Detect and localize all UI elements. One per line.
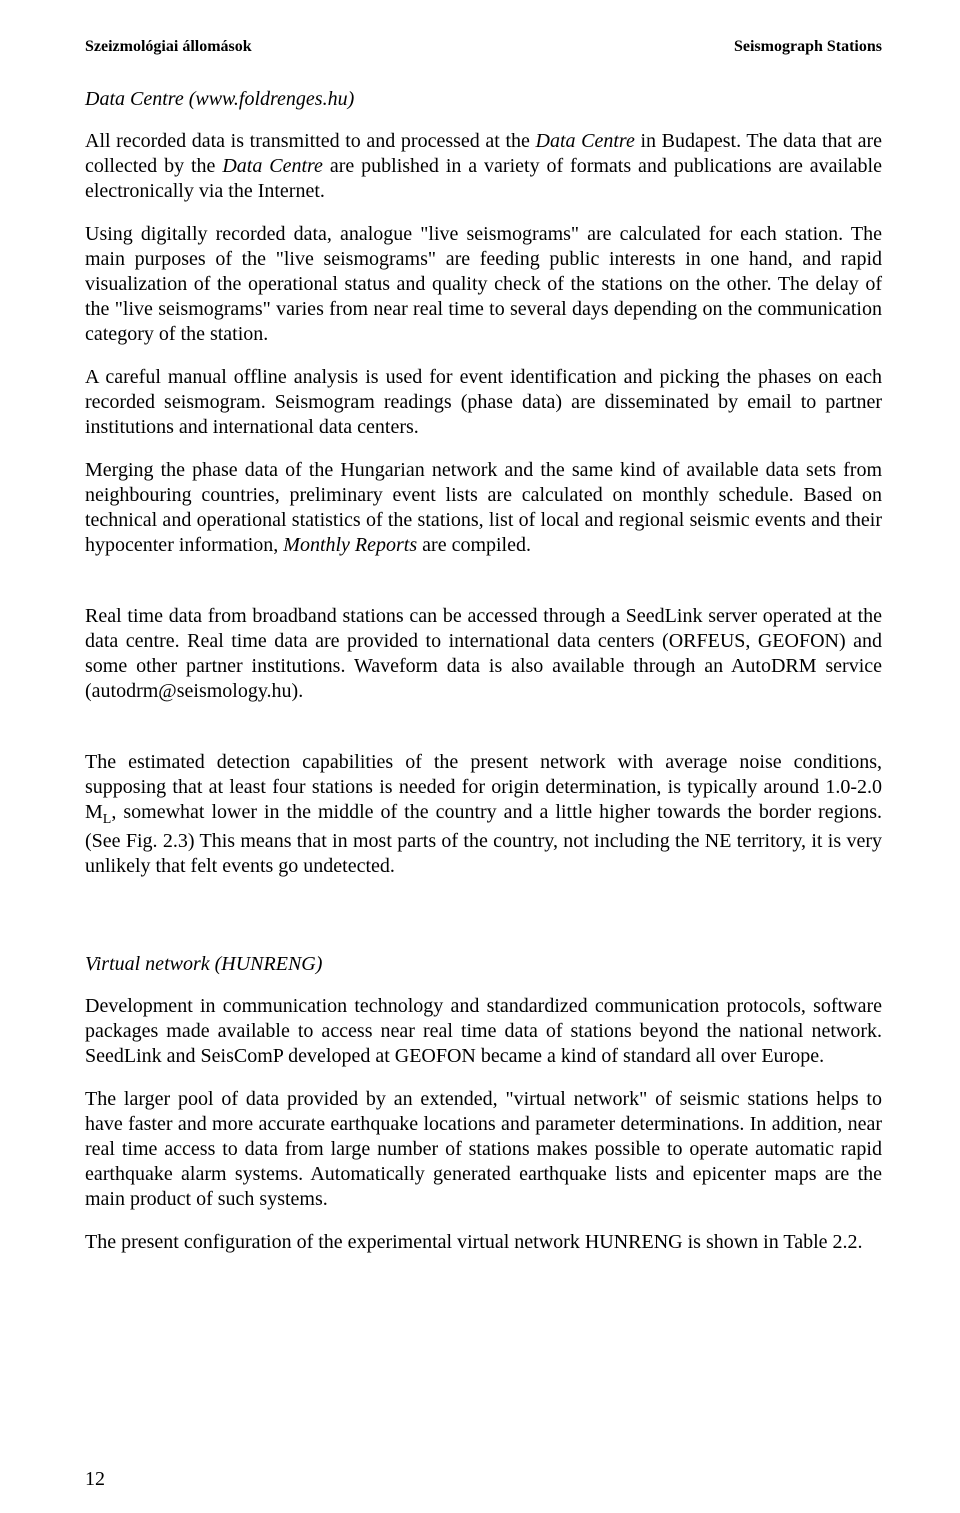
text-span: All recorded data is transmitted to and …	[85, 130, 536, 152]
paragraph-9: The present configuration of the experim…	[85, 1230, 882, 1255]
paragraph-4: Merging the phase data of the Hungarian …	[85, 458, 882, 558]
paragraph-7: Development in communication technology …	[85, 994, 882, 1069]
header-right: Seismograph Stations	[734, 38, 882, 56]
paragraph-2: Using digitally recorded data, analogue …	[85, 222, 882, 347]
text-italic: Data Centre	[536, 130, 635, 152]
section-title-virtual-network: Virtual network (HUNRENG)	[85, 953, 882, 976]
text-span: RENG)	[264, 953, 323, 975]
text-span: are compiled.	[417, 534, 531, 556]
text-span: The present configuration of the experim…	[85, 1231, 585, 1253]
paragraph-1: All recorded data is transmitted to and …	[85, 129, 882, 204]
paragraph-5: Real time data from broadband stations c…	[85, 604, 882, 704]
section-title-data-centre: Data Centre (www.foldrenges.hu)	[85, 88, 882, 111]
text-italic: Monthly Reports	[283, 534, 417, 556]
text-smallcaps: HUN	[585, 1231, 628, 1253]
spacer	[85, 722, 882, 750]
paragraph-3: A careful manual offline analysis is use…	[85, 365, 882, 440]
spacer	[85, 576, 882, 604]
header-left: Szeizmológiai állomások	[85, 38, 252, 56]
text-smallcaps: HUN	[221, 953, 263, 975]
spacer	[85, 897, 882, 953]
text-italic: Data Centre	[222, 155, 323, 177]
text-span: , somewhat lower in the middle of the co…	[85, 801, 882, 877]
text-span: Virtual network (	[85, 953, 221, 975]
paragraph-6: The estimated detection capabilities of …	[85, 750, 882, 879]
text-span: RENG is shown in Table 2.2.	[628, 1231, 862, 1253]
page-number: 12	[85, 1468, 105, 1491]
page-header: Szeizmológiai állomások Seismograph Stat…	[85, 38, 882, 56]
paragraph-8: The larger pool of data provided by an e…	[85, 1087, 882, 1212]
